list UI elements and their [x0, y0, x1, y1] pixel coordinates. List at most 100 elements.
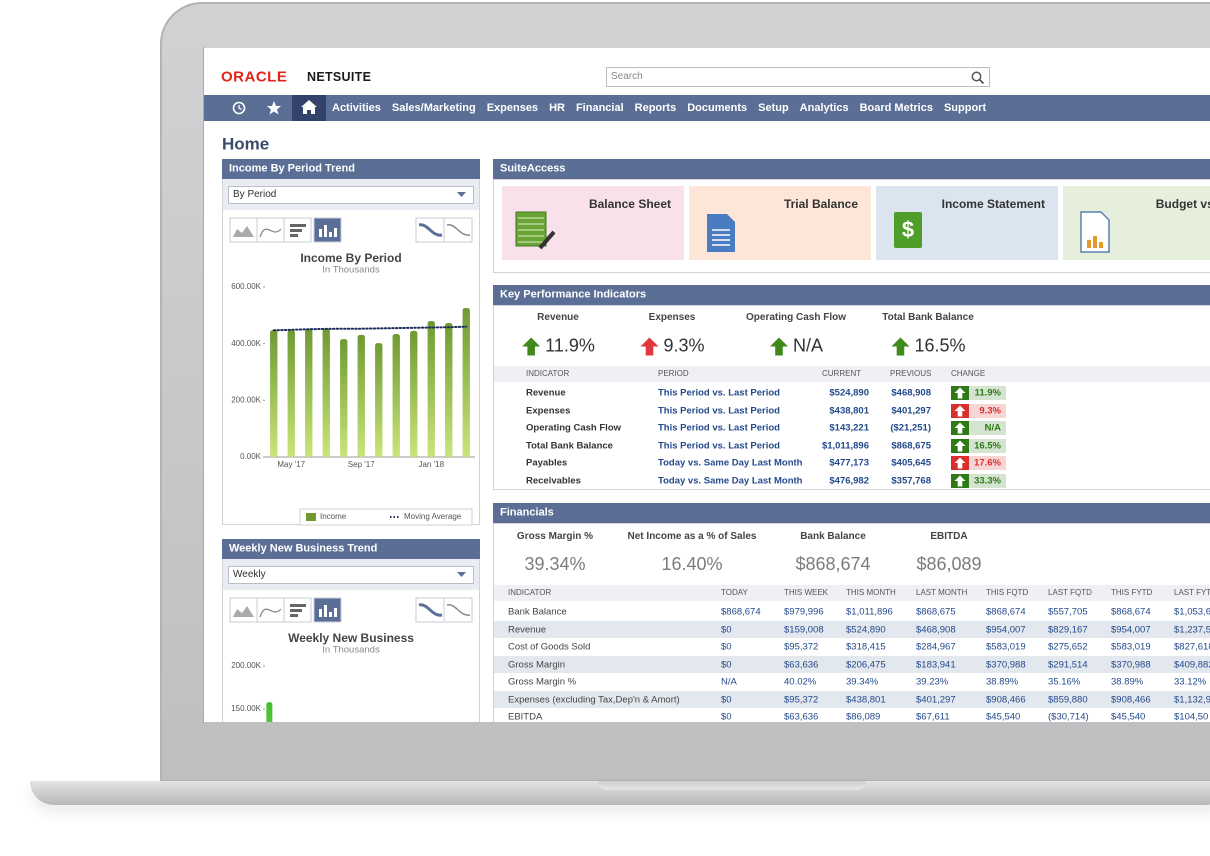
bar — [340, 339, 348, 457]
cell-value: $1,132,9 — [1174, 693, 1210, 705]
cell-value: $829,167 — [1048, 623, 1088, 635]
row-band — [494, 655, 1210, 674]
moving-average-line — [272, 325, 468, 332]
y-tick-label: 400.00K — [231, 339, 261, 348]
financial-label: Net Income as a % of Sales — [627, 531, 757, 542]
change-arrow — [954, 457, 966, 469]
change-value: 17.6% — [974, 457, 1001, 469]
dropdown[interactable]: By Period — [228, 186, 474, 204]
period-link[interactable]: This Period vs. Last Period — [658, 422, 780, 434]
bar — [427, 321, 435, 457]
nav-item[interactable]: Setup — [758, 102, 789, 114]
shortcut-label: Income Statement — [941, 197, 1045, 211]
shortcut-tile[interactable]: Income Statement $ — [876, 186, 1058, 260]
area-icon — [233, 226, 254, 237]
shortcut-tile[interactable]: Budget vs Ac — [1063, 186, 1210, 260]
financial-label: Bank Balance — [800, 531, 866, 542]
nav-item[interactable]: Support — [943, 102, 987, 114]
nav-item[interactable]: Documents — [687, 102, 748, 114]
vbar-icon — [329, 232, 332, 237]
page-title: Home — [222, 134, 270, 154]
chart-type-button[interactable] — [229, 217, 258, 243]
cell-value: 33.12% — [1174, 676, 1207, 688]
arrow-icon — [640, 337, 659, 355]
nav-item[interactable]: Expenses — [486, 102, 539, 114]
cell-value: $827,618 — [1174, 641, 1210, 653]
recent-icon-hands — [238, 105, 242, 111]
arrow-icon — [954, 387, 966, 399]
change-value: 33.3% — [974, 474, 1001, 486]
vbar-icon — [319, 609, 322, 617]
hbar-icon — [290, 224, 306, 227]
search-box[interactable]: Search — [606, 67, 990, 87]
kpi-arrow — [769, 337, 788, 355]
current-value: $143,221 — [829, 422, 869, 434]
nav-item[interactable]: Financial — [575, 102, 624, 114]
arrow-icon — [954, 440, 966, 451]
portlet-header: Key Performance Indicators — [493, 285, 1210, 305]
dropdown-arrow — [457, 192, 466, 197]
shortcut-icon: $ — [894, 212, 922, 248]
nav-item[interactable]: Reports — [634, 102, 677, 114]
shortcut-label: Trial Balance — [783, 197, 858, 211]
period-link[interactable]: This Period vs. Last Period — [658, 387, 780, 399]
cell-value: $868,674 — [986, 606, 1026, 618]
hbar-icon — [290, 614, 298, 617]
shortcut-tile[interactable]: Trial Balance — [689, 186, 871, 260]
hbar-icon — [290, 234, 298, 237]
kpi-arrow — [891, 337, 910, 355]
dropdown[interactable]: Weekly — [228, 566, 474, 584]
cell-value: $908,466 — [1111, 693, 1151, 705]
nav-item[interactable]: Activities — [332, 102, 381, 114]
change-value-box: 33.3% — [969, 473, 1006, 488]
favorites-icon[interactable] — [267, 101, 281, 115]
recent-icon[interactable] — [232, 101, 246, 115]
nav-item[interactable]: HR — [549, 102, 565, 114]
cell-value: $979,996 — [784, 606, 824, 618]
bar — [410, 330, 418, 457]
chart-title: Income By Period — [300, 251, 401, 265]
cell-value: $868,674 — [1111, 606, 1151, 618]
kpi-value: N/A — [792, 335, 824, 356]
pen — [538, 230, 556, 250]
indicator: Gross Margin % — [508, 676, 577, 688]
nav-item[interactable]: Board Metrics — [859, 102, 933, 114]
nav-item[interactable]: Analytics — [799, 102, 849, 114]
kpi-label: Expenses — [648, 312, 696, 323]
chart-type-button[interactable] — [229, 597, 258, 623]
kpi-arrow — [522, 337, 541, 355]
period-link[interactable]: This Period vs. Last Period — [658, 404, 780, 416]
nav-bar: Activities Sales/Marketing Expenses HR Finan… — [204, 95, 1210, 121]
change-value: 11.9% — [974, 387, 1001, 399]
cell-value: $468,908 — [916, 623, 956, 635]
dropdown-value: Weekly — [233, 569, 266, 580]
cell-value: 35.16% — [1048, 676, 1081, 688]
arrow-icon — [769, 337, 788, 355]
financial-value: 16.40% — [661, 554, 723, 574]
indicator: Operating Cash Flow — [526, 422, 622, 434]
kpi-headline: N/A — [769, 336, 823, 357]
period-link[interactable]: Today vs. Same Day Last Month — [658, 474, 803, 486]
financial-value: 39.34% — [524, 554, 586, 574]
shortcut-tile[interactable]: Balance Sheet — [502, 186, 684, 260]
period-link[interactable]: This Period vs. Last Period — [658, 439, 780, 451]
vbar-icon — [334, 608, 337, 617]
legend-swatch — [306, 513, 316, 521]
vbar-icon — [334, 228, 337, 237]
portlet-header: SuiteAccess — [493, 159, 1210, 179]
change-value-box: 11.9% — [969, 386, 1006, 400]
shortcut-icon — [707, 214, 735, 252]
bar — [270, 330, 278, 457]
financial-value: $868,674 — [795, 554, 871, 574]
cell-value: $183,941 — [916, 658, 956, 670]
cell-value: $954,007 — [1111, 623, 1151, 635]
column-header: PERIOD — [658, 369, 689, 378]
cell-value: $63,636 — [784, 711, 819, 722]
nav-item[interactable]: Sales/Marketing — [391, 102, 476, 114]
arrow-icon — [954, 475, 966, 486]
change-arrow-box — [951, 421, 969, 435]
bar — [266, 702, 273, 722]
change-arrow — [954, 475, 966, 486]
period-link[interactable]: Today vs. Same Day Last Month — [658, 457, 803, 469]
